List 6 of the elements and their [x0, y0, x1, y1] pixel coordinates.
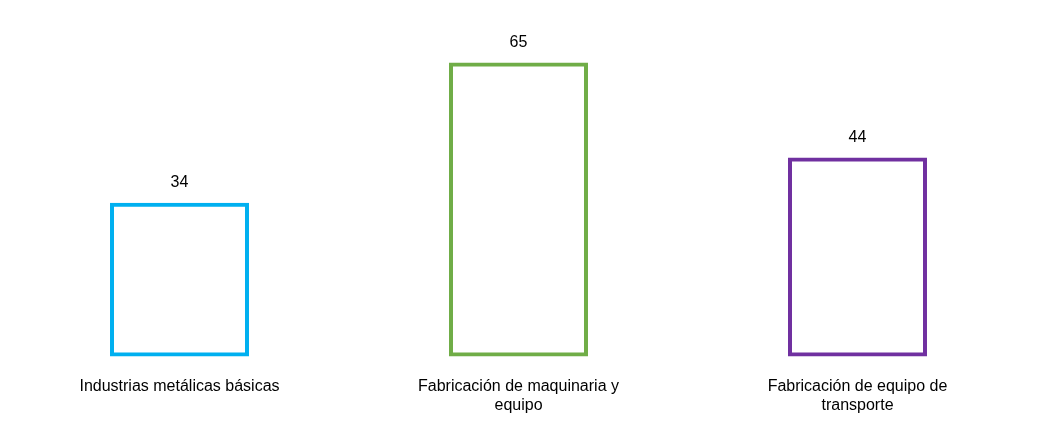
x-tick-label: Fabricación de equipo de transporte: [767, 376, 948, 413]
x-tick-label: Fabricación de maquinaria y equipo: [418, 376, 619, 413]
x-tick-label: Industrias metálicas básicas: [79, 376, 280, 394]
data-label: 34: [170, 173, 189, 191]
data-label: 44: [848, 128, 867, 145]
data-label: 65: [509, 33, 528, 51]
